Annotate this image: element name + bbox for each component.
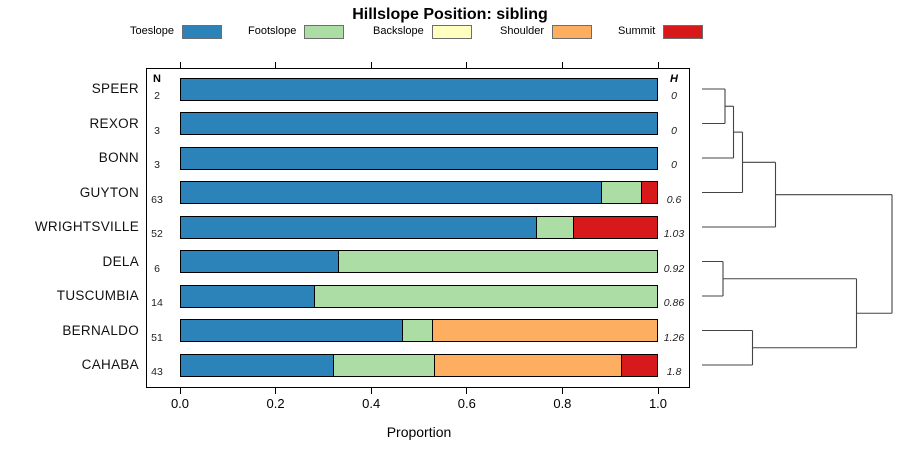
stacked-bar-bernaldo: [180, 319, 658, 342]
legend-item-backslope: Backslope: [373, 24, 472, 39]
n-value: 6: [154, 262, 160, 275]
row-label-wrightsville: WRIGHTSVILLE: [34, 219, 139, 234]
stacked-bar-bonn: [180, 146, 658, 170]
bar-segment-toeslope: [181, 216, 538, 238]
n-value: 43: [151, 366, 163, 378]
n-value: 3: [154, 124, 160, 137]
x-axis-tick: [657, 388, 659, 394]
stacked-bar-speer: [180, 77, 658, 101]
bar-segment-toeslope: [181, 320, 404, 341]
bar-segment-shoulder: [434, 354, 623, 376]
h-value: 0.92: [663, 262, 685, 275]
bar-segment-footslope: [403, 320, 433, 341]
legend-item-shoulder: Shoulder: [500, 24, 593, 39]
bar-segment-toeslope: [181, 251, 339, 272]
bar-segment-toeslope: [181, 285, 316, 307]
bar-segment-footslope: [334, 354, 435, 376]
x-axis-tick-top: [370, 62, 372, 68]
h-value: 0: [671, 124, 677, 137]
x-axis-tick: [561, 388, 563, 394]
stacked-bar-tuscumbia: [180, 284, 658, 308]
legend-swatch: [182, 24, 223, 39]
row-label-speer: SPEER: [91, 81, 139, 96]
row-label-dela: DELA: [102, 253, 139, 269]
bar-segment-toeslope: [181, 147, 657, 169]
x-axis-tick: [466, 388, 468, 394]
n-value: 52: [151, 228, 163, 240]
h-value: 0.86: [663, 297, 685, 309]
x-axis-tick-top: [275, 62, 277, 68]
legend-swatch: [552, 24, 593, 39]
stacked-bar-rexor: [180, 112, 658, 135]
n-value: 51: [151, 331, 163, 344]
legend-item-summit: Summit: [618, 24, 704, 39]
h-value: 1.03: [663, 228, 685, 240]
stacked-bar-dela: [180, 250, 658, 273]
bar-segment-shoulder: [432, 320, 657, 341]
x-axis-tick-top: [179, 62, 181, 68]
stacked-bar-cahaba: [180, 353, 658, 377]
h-value: 0: [671, 90, 677, 102]
stacked-bar-guyton: [180, 181, 658, 204]
legend-swatch: [304, 24, 345, 39]
legend-swatch: [663, 24, 704, 39]
x-axis-tick-label: 0.4: [362, 396, 381, 411]
legend-label: Toeslope: [130, 25, 175, 37]
legend-item-footslope: Footslope: [248, 24, 345, 39]
x-axis-tick-top: [466, 62, 468, 68]
row-label-cahaba: CAHABA: [81, 357, 139, 372]
x-axis-tick-label: 1.0: [648, 396, 668, 411]
x-axis-tick: [275, 388, 277, 394]
x-axis-tick: [370, 388, 372, 394]
row-label-rexor: REXOR: [89, 115, 139, 131]
h-value: 1.26: [663, 331, 685, 344]
bar-segment-summit: [642, 182, 657, 203]
bar-segment-footslope: [537, 216, 574, 238]
h-value: 0.6: [666, 193, 682, 206]
row-label-bernaldo: BERNALDO: [62, 322, 139, 338]
bar-segment-toeslope: [181, 113, 657, 134]
x-axis-tick-top: [561, 62, 563, 68]
bar-segment-summit: [573, 216, 657, 238]
chart-title: Hillslope Position: sibling: [352, 6, 548, 23]
legend-item-toeslope: Toeslope: [130, 24, 223, 39]
legend-label: Backslope: [373, 25, 424, 37]
x-axis-tick-label: 0.2: [266, 396, 285, 411]
x-axis-tick-label: 0.6: [457, 396, 476, 411]
bar-segment-footslope: [338, 251, 657, 272]
h-value: 1.8: [666, 366, 682, 378]
x-axis-tick-label: 0.8: [553, 396, 572, 411]
stacked-bar-wrightsville: [180, 215, 658, 239]
bar-segment-summit: [622, 354, 657, 376]
row-label-bonn: BONN: [98, 150, 139, 165]
legend-swatch: [431, 24, 472, 39]
h-value: 0: [671, 159, 677, 171]
row-label-guyton: GUYTON: [79, 184, 139, 200]
x-axis-tick-top: [657, 62, 659, 68]
bar-segment-toeslope: [181, 78, 657, 100]
n-column-header: N: [153, 73, 161, 85]
bar-segment-toeslope: [181, 354, 335, 376]
x-axis-tick-label: 0.0: [170, 396, 190, 411]
bar-segment-toeslope: [181, 182, 603, 203]
n-value: 2: [154, 90, 160, 102]
row-label-tuscumbia: TUSCUMBIA: [56, 288, 139, 303]
legend-label: Shoulder: [500, 25, 545, 37]
h-column-header: H: [670, 73, 678, 85]
n-value: 3: [154, 159, 160, 171]
n-value: 63: [151, 193, 163, 206]
x-axis-tick: [179, 388, 181, 394]
legend-label: Footslope: [248, 25, 297, 37]
legend-label: Summit: [618, 25, 656, 37]
bar-segment-footslope: [602, 182, 643, 203]
n-value: 14: [151, 297, 163, 309]
bar-segment-footslope: [315, 285, 657, 307]
x-axis-title: Proportion: [386, 424, 452, 440]
